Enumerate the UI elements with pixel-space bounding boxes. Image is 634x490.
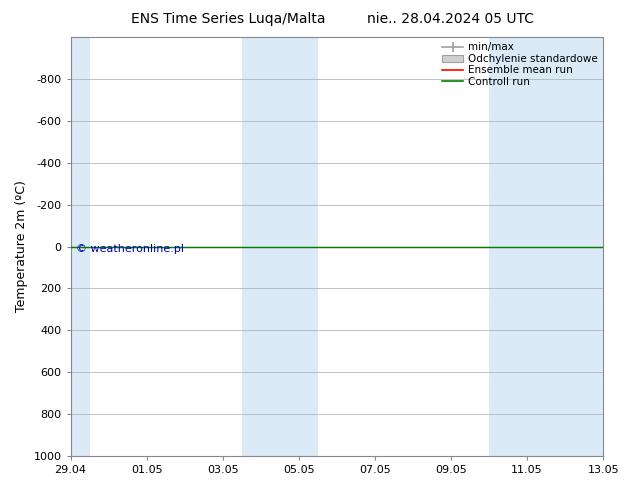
Text: ENS Time Series Luqa/Malta: ENS Time Series Luqa/Malta xyxy=(131,12,325,26)
Bar xyxy=(489,37,603,456)
Text: nie.. 28.04.2024 05 UTC: nie.. 28.04.2024 05 UTC xyxy=(366,12,534,26)
Y-axis label: Temperature 2m (ºC): Temperature 2m (ºC) xyxy=(15,181,28,313)
Legend: min/max, Odchylenie standardowe, Ensemble mean run, Controll run: min/max, Odchylenie standardowe, Ensembl… xyxy=(442,42,598,87)
Bar xyxy=(242,37,318,456)
Text: © weatheronline.pl: © weatheronline.pl xyxy=(76,245,184,254)
Bar xyxy=(70,37,89,456)
